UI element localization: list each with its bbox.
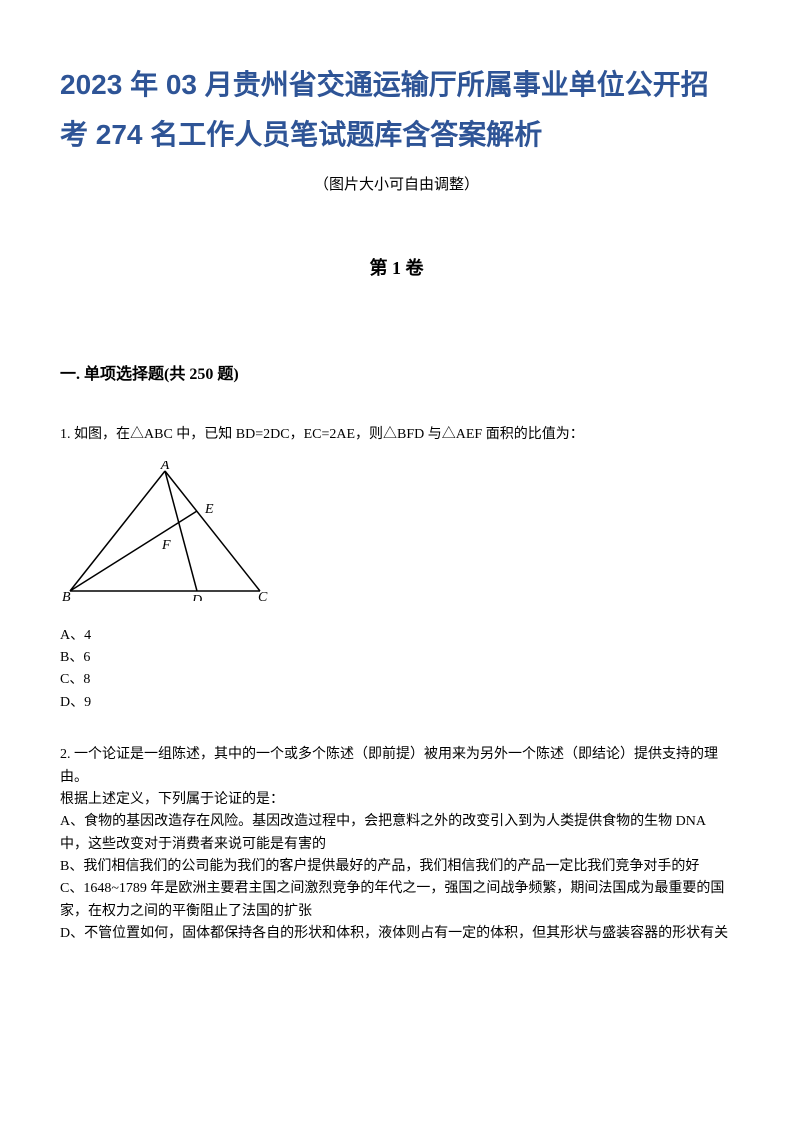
option-2d: D、不管位置如何，固体都保持各自的形状和体积，液体则占有一定的体积，但其形状与盛… — [60, 923, 733, 945]
option-a: A、4 — [60, 625, 733, 647]
option-2c: C、1648~1789 年是欧洲主要君主国之间激烈竞争的年代之一，强国之间战争频… — [60, 878, 733, 923]
point-d-label: D — [191, 593, 202, 601]
document-title: 2023 年 03 月贵州省交通运输厅所属事业单位公开招考 274 名工作人员笔… — [60, 60, 733, 161]
document-subtitle: （图片大小可自由调整） — [60, 173, 733, 194]
triangle-svg: A B C D E F — [60, 461, 270, 601]
point-b-label: B — [62, 590, 71, 601]
question-1-text: 1. 如图，在△ABC 中，已知 BD=2DC，EC=2AE，则△BFD 与△A… — [60, 424, 733, 446]
point-e-label: E — [204, 502, 214, 517]
volume-heading: 第 1 卷 — [60, 254, 733, 280]
section-heading: 一. 单项选择题(共 250 题) — [60, 360, 733, 384]
question-2: 2. 一个论证是一组陈述，其中的一个或多个陈述（即前提）被用来为另外一个陈述（即… — [60, 744, 733, 946]
question-2-intro: 2. 一个论证是一组陈述，其中的一个或多个陈述（即前提）被用来为另外一个陈述（即… — [60, 744, 733, 789]
triangle-diagram: A B C D E F — [60, 461, 733, 609]
option-2b: B、我们相信我们的公司能为我们的客户提供最好的产品，我们相信我们的产品一定比我们… — [60, 856, 733, 878]
question-2-prompt: 根据上述定义，下列属于论证的是： — [60, 789, 733, 811]
question-1: 1. 如图，在△ABC 中，已知 BD=2DC，EC=2AE，则△BFD 与△A… — [60, 424, 733, 714]
point-a-label: A — [160, 461, 170, 473]
option-b: B、6 — [60, 647, 733, 669]
point-f-label: F — [161, 538, 171, 553]
option-2a: A、食物的基因改造存在风险。基因改造过程中，会把意料之外的改变引入到为人类提供食… — [60, 811, 733, 856]
question-1-options: A、4 B、6 C、8 D、9 — [60, 625, 733, 715]
option-d: D、9 — [60, 692, 733, 714]
option-c: C、8 — [60, 669, 733, 691]
point-c-label: C — [258, 590, 268, 601]
